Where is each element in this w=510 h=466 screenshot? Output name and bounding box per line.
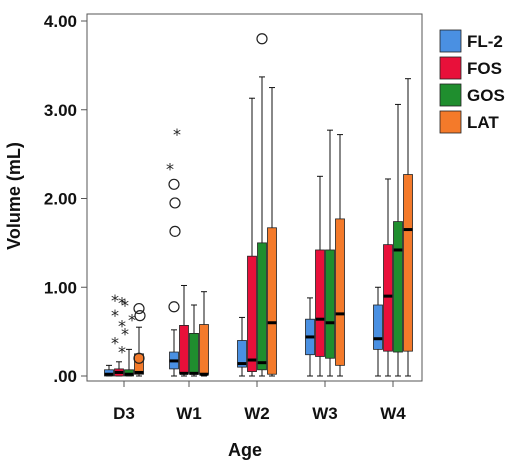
box [383,244,393,352]
box [373,304,383,350]
extreme-point: * [118,317,126,336]
x-axis-title: Age [228,440,262,460]
outlier-point [168,301,180,313]
box [335,218,345,366]
outlier-point [133,352,145,364]
box [189,332,199,375]
legend-label: LAT [467,113,499,132]
x-tick-label: W4 [380,404,406,423]
x-tick-label: W2 [244,404,270,423]
box-lat-w3 [335,134,345,377]
box-fl-2-w3 [305,297,315,377]
y-axis: .00 1.00 2.00 3.00 4.00 [44,12,87,386]
box [179,325,189,374]
extreme-point: * [111,291,119,310]
extreme-point: * [166,160,174,179]
extreme-point: * [118,294,126,313]
box-gos-w3 [325,129,335,377]
box-fl-2-w4 [373,286,383,377]
box [237,340,247,368]
box [403,174,413,352]
x-axis: D3 W1 W2 W3 W4 [113,381,406,423]
box-fos-w2 [247,97,257,377]
box-series: * **** ****** [104,33,413,377]
outlier-point [168,178,180,190]
y-tick-label: 1.00 [44,278,77,297]
box-gos-w4 [393,103,403,377]
box [257,242,267,371]
box [325,249,335,359]
box [315,249,325,357]
outlier-point [169,197,181,209]
box [199,324,209,375]
x-tick-label: W3 [312,404,338,423]
y-tick-label: .00 [53,367,77,386]
legend-label: FOS [467,59,502,78]
box-fos-d3: * **** * [111,291,126,377]
outlier-point [133,302,145,315]
y-tick-label: 3.00 [44,101,77,120]
extreme-point: * [118,342,126,361]
x-tick-label: D3 [113,404,135,423]
extreme-point: * [111,334,119,353]
box-lat-w1 [199,291,209,377]
y-tick-label: 2.00 [44,190,77,209]
extreme-point: * [173,125,181,144]
box-gos-w2 [256,33,268,377]
legend-swatch [439,110,462,134]
box-fos-w4 [383,178,393,377]
y-axis-title: Volume (mL) [4,142,24,250]
extreme-point: * [121,296,129,315]
box-gos-d3: *** [121,296,136,377]
box-fl-2-w1: ** [166,125,181,377]
plot-frame [86,13,423,382]
x-tick-label: W1 [176,404,202,423]
box [267,227,277,375]
box-fl-2-w2 [237,316,247,377]
box [393,221,403,353]
extreme-point: * [128,310,136,329]
outlier-point [256,33,268,45]
legend-label: GOS [467,86,505,105]
box-lat-w2 [267,87,277,377]
box-lat-w4 [403,78,413,377]
legend-swatch [439,56,462,80]
box-lat-d3 [133,302,146,377]
box-gos-w1 [189,304,199,377]
box-fos-w3 [315,175,325,377]
legend-label: FL-2 [467,32,503,51]
box-fos-w1 [179,284,189,377]
outlier-point [134,310,146,322]
legend-swatch [439,29,462,53]
outlier-point [169,225,181,237]
box [247,255,257,372]
extreme-point: * [121,325,129,344]
legend-swatch [439,83,462,107]
plot-area [86,13,423,382]
y-tick-label: 4.00 [44,12,77,31]
extreme-point: * [111,306,119,325]
legend: FL-2 FOS GOS LAT [439,29,505,134]
box-fl-2-d3 [104,364,114,377]
